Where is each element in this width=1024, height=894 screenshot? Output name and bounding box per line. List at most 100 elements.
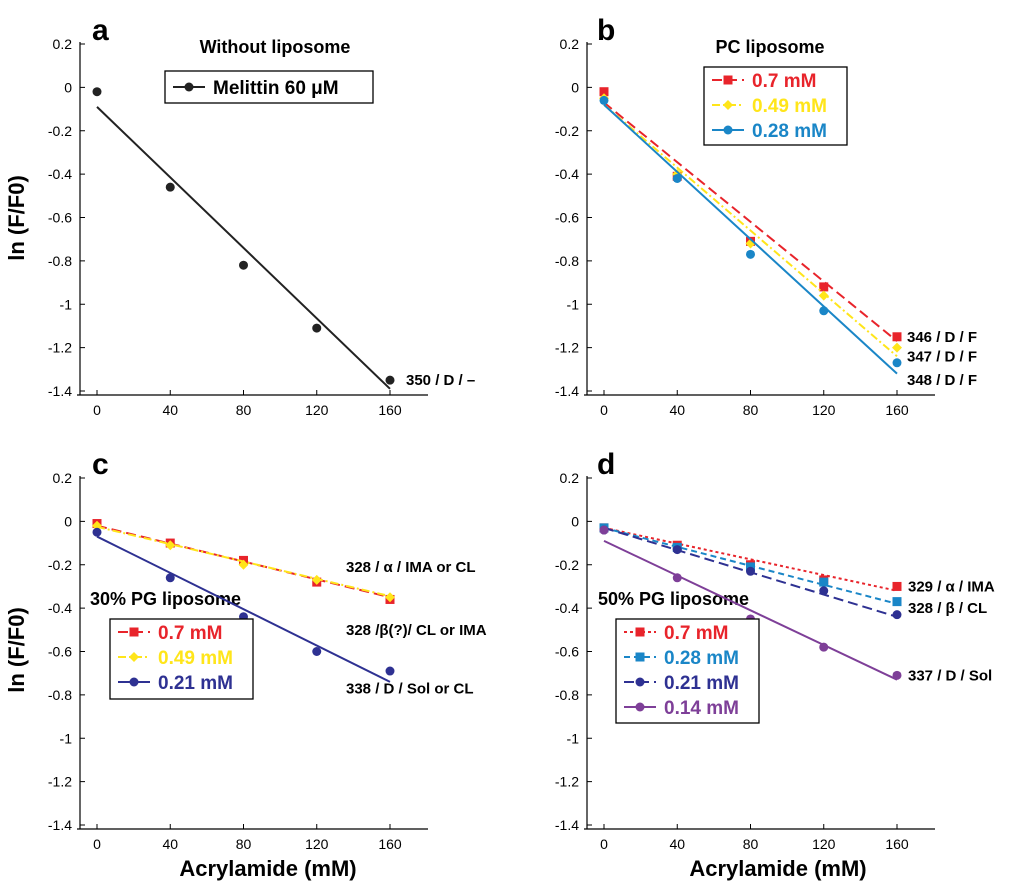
data-point xyxy=(892,581,902,591)
data-point xyxy=(165,182,175,192)
series-0.21 mM xyxy=(599,525,902,620)
y-axis-label-bottom: ln (F/F0) xyxy=(4,607,29,693)
y-tick-label: -1.4 xyxy=(48,817,72,833)
y-tick-label: -1.4 xyxy=(555,383,579,399)
y-tick-label: -0.2 xyxy=(555,557,579,573)
legend-marker xyxy=(635,627,645,637)
x-tick-label: 0 xyxy=(600,402,608,418)
legend-label: Melittin 60 μM xyxy=(213,78,339,99)
y-tick-label: -1.4 xyxy=(48,383,72,399)
annotation: 328 / α / IMA or CL xyxy=(346,559,476,576)
data-point xyxy=(892,670,902,680)
data-point xyxy=(385,666,395,676)
legend-marker xyxy=(129,627,139,637)
y-tick-label: -0.4 xyxy=(555,166,579,182)
legend-marker xyxy=(635,677,645,687)
fit-line xyxy=(603,101,898,342)
legend-marker xyxy=(184,82,194,92)
legend-marker xyxy=(723,100,733,110)
x-tick-label: 160 xyxy=(885,836,909,852)
data-point xyxy=(672,545,682,555)
legend-label: 0.49 mM xyxy=(752,96,827,117)
y-tick-label: -1 xyxy=(567,730,580,746)
data-point xyxy=(672,573,682,583)
legend: 0.7 mM 0.49 mM 0.28 mM xyxy=(703,66,848,146)
x-tick-label: 80 xyxy=(236,402,252,418)
annotation: 350 / D / – xyxy=(406,372,475,389)
annotation: 328 / β / CL xyxy=(908,600,987,617)
x-tick-label: 120 xyxy=(812,402,836,418)
x-tick-label: 120 xyxy=(812,836,836,852)
legend: 0.7 mM 0.28 mM 0.21 mM 0.14 mM xyxy=(615,618,760,724)
y-tick-label: -1.2 xyxy=(555,774,579,790)
x-tick-label: 80 xyxy=(236,836,252,852)
y-tick-label: -0.2 xyxy=(555,123,579,139)
data-point xyxy=(92,87,102,97)
x-axis-label-right: Acrylamide (mM) xyxy=(689,856,866,881)
legend-marker xyxy=(723,125,733,135)
y-tick-label: 0 xyxy=(64,513,72,529)
legend-label: 0.28 mM xyxy=(664,648,739,669)
data-point xyxy=(599,95,609,105)
panel-a: 0.2 0 -0.2 -0.4 -0.6 -0.8 -1 -1.2 -1.4 0 40 80 120 16… xyxy=(48,14,475,418)
legend-marker xyxy=(129,652,139,662)
y-tick-label: 0.2 xyxy=(53,36,73,52)
panel-b: 0.2 0 -0.2 -0.4 -0.6 -0.8 -1 -1.2 -1.4 0 40 80 120 16… xyxy=(555,14,977,418)
y-tick-label: -1.2 xyxy=(48,340,72,356)
x-tick-label: 40 xyxy=(162,836,178,852)
data-point xyxy=(746,249,755,259)
x-tick-label: 160 xyxy=(885,402,909,418)
data-point xyxy=(385,592,395,603)
fit-line xyxy=(603,103,898,375)
y-tick-label: -1 xyxy=(567,296,580,312)
fit-line xyxy=(96,106,391,390)
data-point xyxy=(892,597,902,607)
x-tick-label: 120 xyxy=(305,836,329,852)
panel-c: 0.2 0 -0.2 -0.4 -0.6 -0.8 -1 -1.2 -1.4 0 40 80 120 16… xyxy=(48,448,487,852)
data-point xyxy=(746,566,755,576)
annotation: 348 / D / F xyxy=(907,372,977,389)
series-Melittin 60 μM xyxy=(92,87,395,390)
y-tick-label: 0.2 xyxy=(560,470,580,486)
data-point xyxy=(819,282,829,292)
data-point xyxy=(892,610,902,620)
data-point xyxy=(599,87,609,97)
annotation: 347 / D / F xyxy=(907,348,977,365)
legend: Melittin 60 μM xyxy=(164,70,374,104)
y-tick-label: 0 xyxy=(571,513,579,529)
series-0.49 mM xyxy=(92,520,395,603)
data-point xyxy=(385,375,395,385)
legend-label: 0.49 mM xyxy=(158,648,233,669)
legend-marker xyxy=(635,652,645,662)
x-tick-label: 40 xyxy=(162,402,178,418)
legend-label: 0.21 mM xyxy=(158,673,233,694)
y-tick-label: -0.8 xyxy=(48,687,72,703)
data-point xyxy=(312,323,322,333)
legend-label: 0.28 mM xyxy=(752,121,827,142)
fit-line xyxy=(603,526,898,592)
y-axis-label-top: ln (F/F0) xyxy=(4,175,29,261)
data-point xyxy=(165,540,176,551)
y-tick-label: -1 xyxy=(60,296,73,312)
data-point xyxy=(892,332,902,342)
y-tick-label: -0.6 xyxy=(555,210,579,226)
data-point xyxy=(311,574,322,585)
data-point xyxy=(599,525,609,535)
y-tick-label: -0.4 xyxy=(48,600,72,616)
y-tick-label: 0 xyxy=(571,79,579,95)
y-tick-label: -0.2 xyxy=(48,557,72,573)
y-tick-label: -0.8 xyxy=(555,687,579,703)
fit-line xyxy=(96,535,391,683)
y-tick-label: -0.2 xyxy=(48,123,72,139)
legend: 0.7 mM 0.49 mM 0.21 mM xyxy=(109,618,254,700)
x-tick-label: 0 xyxy=(600,836,608,852)
annotation: 328 /β(?)/ CL or IMA xyxy=(346,622,487,639)
data-point xyxy=(92,527,102,537)
y-tick-label: -0.4 xyxy=(48,166,72,182)
y-tick-label: -1.4 xyxy=(555,817,579,833)
x-tick-label: 120 xyxy=(305,402,329,418)
panel-d: 0.2 0 -0.2 -0.4 -0.6 -0.8 -1 -1.2 -1.4 0 40 80 120 16… xyxy=(555,448,995,852)
x-tick-label: 80 xyxy=(743,836,759,852)
data-point xyxy=(238,559,249,570)
y-tick-label: -0.4 xyxy=(555,600,579,616)
